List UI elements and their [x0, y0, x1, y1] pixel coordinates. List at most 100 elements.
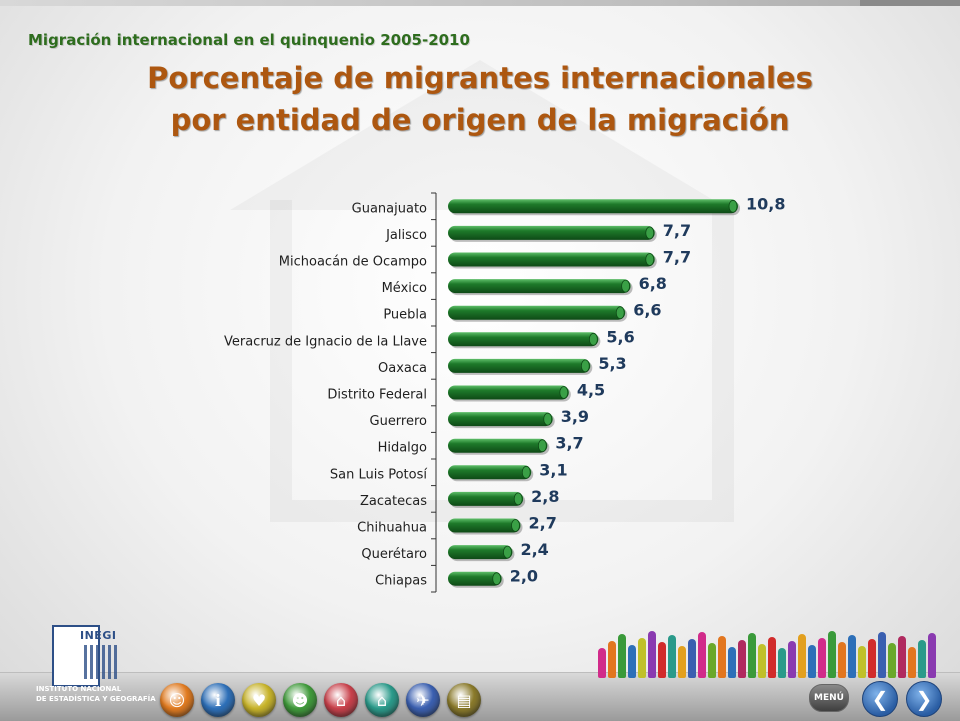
- bar-cap: [728, 199, 738, 213]
- bar: [448, 199, 738, 214]
- person-figure: [698, 632, 706, 678]
- category-label: México: [382, 281, 427, 296]
- person-figure: [608, 641, 616, 678]
- bar-cap: [537, 439, 547, 453]
- person-figure: [808, 645, 816, 678]
- info-icon[interactable]: ℹ: [201, 683, 235, 717]
- value-label: 3,7: [555, 434, 583, 453]
- bar: [448, 412, 553, 427]
- person-figure: [888, 643, 896, 678]
- people-icon[interactable]: ☻: [283, 683, 317, 717]
- category-label: Oaxaca: [378, 361, 427, 376]
- category-label: Guerrero: [370, 414, 428, 429]
- watermark-house: [270, 200, 734, 522]
- person-figure: [778, 648, 786, 678]
- value-label: 6,8: [639, 274, 667, 293]
- bar: [448, 358, 591, 373]
- value-label: 2,4: [520, 540, 548, 559]
- value-label: 6,6: [633, 301, 661, 320]
- bar: [448, 252, 655, 267]
- institution-line1: INSTITUTO NACIONAL: [36, 685, 122, 693]
- back-button[interactable]: ❮: [862, 681, 898, 717]
- category-label: Chihuahua: [357, 521, 427, 536]
- chart-title: Porcentaje de migrantes internacionales …: [0, 57, 960, 141]
- bar: [448, 545, 513, 560]
- people-graphic: [598, 630, 948, 678]
- population-icon[interactable]: ☺: [160, 683, 194, 717]
- bar-cap: [580, 359, 590, 373]
- arrow-right-icon: ❯: [915, 687, 933, 711]
- value-label: 2,7: [529, 514, 557, 533]
- top-bar-accent: [860, 0, 960, 6]
- menu-button[interactable]: MENÚ: [809, 684, 849, 712]
- family-icon[interactable]: ♥: [242, 683, 276, 717]
- bar: [448, 465, 532, 480]
- person-figure: [758, 644, 766, 678]
- bar-cap: [645, 226, 655, 240]
- inegi-logo: INEGI: [28, 625, 118, 715]
- person-figure: [848, 635, 856, 678]
- bar: [448, 491, 524, 506]
- top-bar: [0, 0, 960, 6]
- value-label: 5,3: [598, 354, 626, 373]
- bar-cap: [621, 279, 630, 293]
- person-figure: [718, 636, 726, 678]
- person-figure: [788, 641, 796, 678]
- bar-cap: [513, 492, 523, 506]
- bar-cap: [645, 253, 655, 266]
- bar: [448, 438, 548, 453]
- migration-icon[interactable]: ✈: [406, 683, 440, 717]
- category-label: Hidalgo: [378, 441, 427, 456]
- category-label: Puebla: [383, 308, 427, 323]
- person-figure: [928, 633, 936, 678]
- category-label: Michoacán de Ocampo: [279, 255, 427, 270]
- home-services-icon[interactable]: ⌂: [365, 683, 399, 717]
- bar: [448, 571, 502, 586]
- category-label: Chiapas: [375, 574, 427, 589]
- bar-cap: [492, 572, 502, 586]
- category-label: Jalisco: [385, 228, 427, 243]
- person-figure: [618, 634, 626, 678]
- next-button[interactable]: ❯: [906, 681, 942, 717]
- person-figure: [818, 638, 826, 678]
- value-label: 7,7: [663, 248, 691, 267]
- person-figure: [868, 639, 876, 678]
- person-figure: [668, 635, 676, 678]
- bar-cap: [543, 412, 553, 426]
- person-figure: [648, 631, 656, 678]
- institution-line2: DE ESTADÍSTICA Y GEOGRAFÍA: [36, 695, 156, 703]
- institution-name: INSTITUTO NACIONAL DE ESTADÍSTICA Y GEOG…: [36, 684, 156, 704]
- bar-cap: [559, 386, 569, 399]
- inegi-logo-text: INEGI: [80, 629, 117, 642]
- category-label: Zacatecas: [360, 494, 427, 509]
- chart-title-line2: por entidad de origen de la migración: [170, 103, 790, 137]
- bar: [448, 332, 599, 347]
- person-figure: [598, 648, 606, 678]
- bar: [448, 385, 569, 400]
- person-figure: [658, 642, 666, 678]
- category-label: Veracruz de Ignacio de la Llave: [224, 334, 427, 349]
- value-label: 2,8: [531, 487, 559, 506]
- person-figure: [768, 637, 776, 678]
- person-figure: [638, 638, 646, 678]
- bar: [448, 518, 521, 533]
- person-figure: [798, 634, 806, 678]
- document-icon[interactable]: ▤: [447, 683, 481, 717]
- section-subtitle: Migración internacional en el quinquenio…: [28, 31, 470, 49]
- bar-cap: [588, 332, 598, 346]
- bar: [448, 225, 655, 240]
- house-icon[interactable]: ⌂: [324, 683, 358, 717]
- person-figure: [738, 640, 746, 678]
- value-label: 3,1: [539, 460, 567, 479]
- person-figure: [878, 632, 886, 678]
- person-figure: [628, 645, 636, 678]
- person-figure: [828, 631, 836, 678]
- arrow-left-icon: ❮: [871, 687, 889, 711]
- person-figure: [708, 643, 716, 678]
- inegi-logo-box: INEGI: [52, 625, 118, 687]
- bar-cap: [615, 306, 625, 320]
- value-label: 5,6: [606, 327, 634, 346]
- person-figure: [688, 639, 696, 678]
- value-label: 3,9: [561, 407, 589, 426]
- person-figure: [678, 646, 686, 678]
